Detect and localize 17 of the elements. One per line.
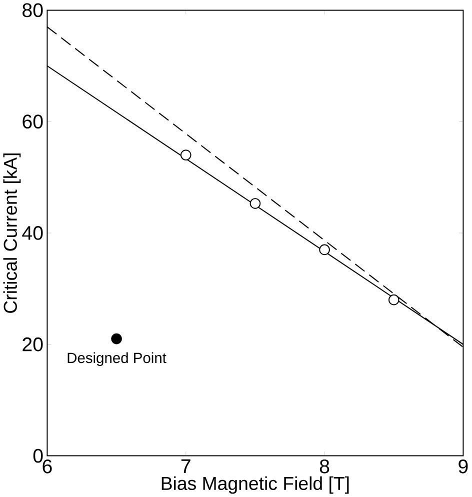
y-axis-title: Critical Current [kA] <box>3 154 21 313</box>
y-tick-label: 0 <box>33 448 43 463</box>
y-tick-label: 20 <box>22 337 43 352</box>
x-tick-label: 6 <box>42 459 52 474</box>
y-tick-label: 40 <box>22 226 43 240</box>
x-tick-label: 9 <box>458 459 468 474</box>
point <box>388 294 400 306</box>
annotation: Designed Point <box>68 352 166 366</box>
y-tick-label: 60 <box>22 114 43 129</box>
point <box>180 150 192 160</box>
point <box>319 244 330 256</box>
point <box>111 333 122 344</box>
y-tick-label: 80 <box>22 3 43 18</box>
x-tick-label: 7 <box>181 459 190 473</box>
point <box>250 198 261 209</box>
x-axis-title: Bias Magnetic Field [T] <box>162 476 349 494</box>
x-tick-label: 8 <box>320 459 330 474</box>
